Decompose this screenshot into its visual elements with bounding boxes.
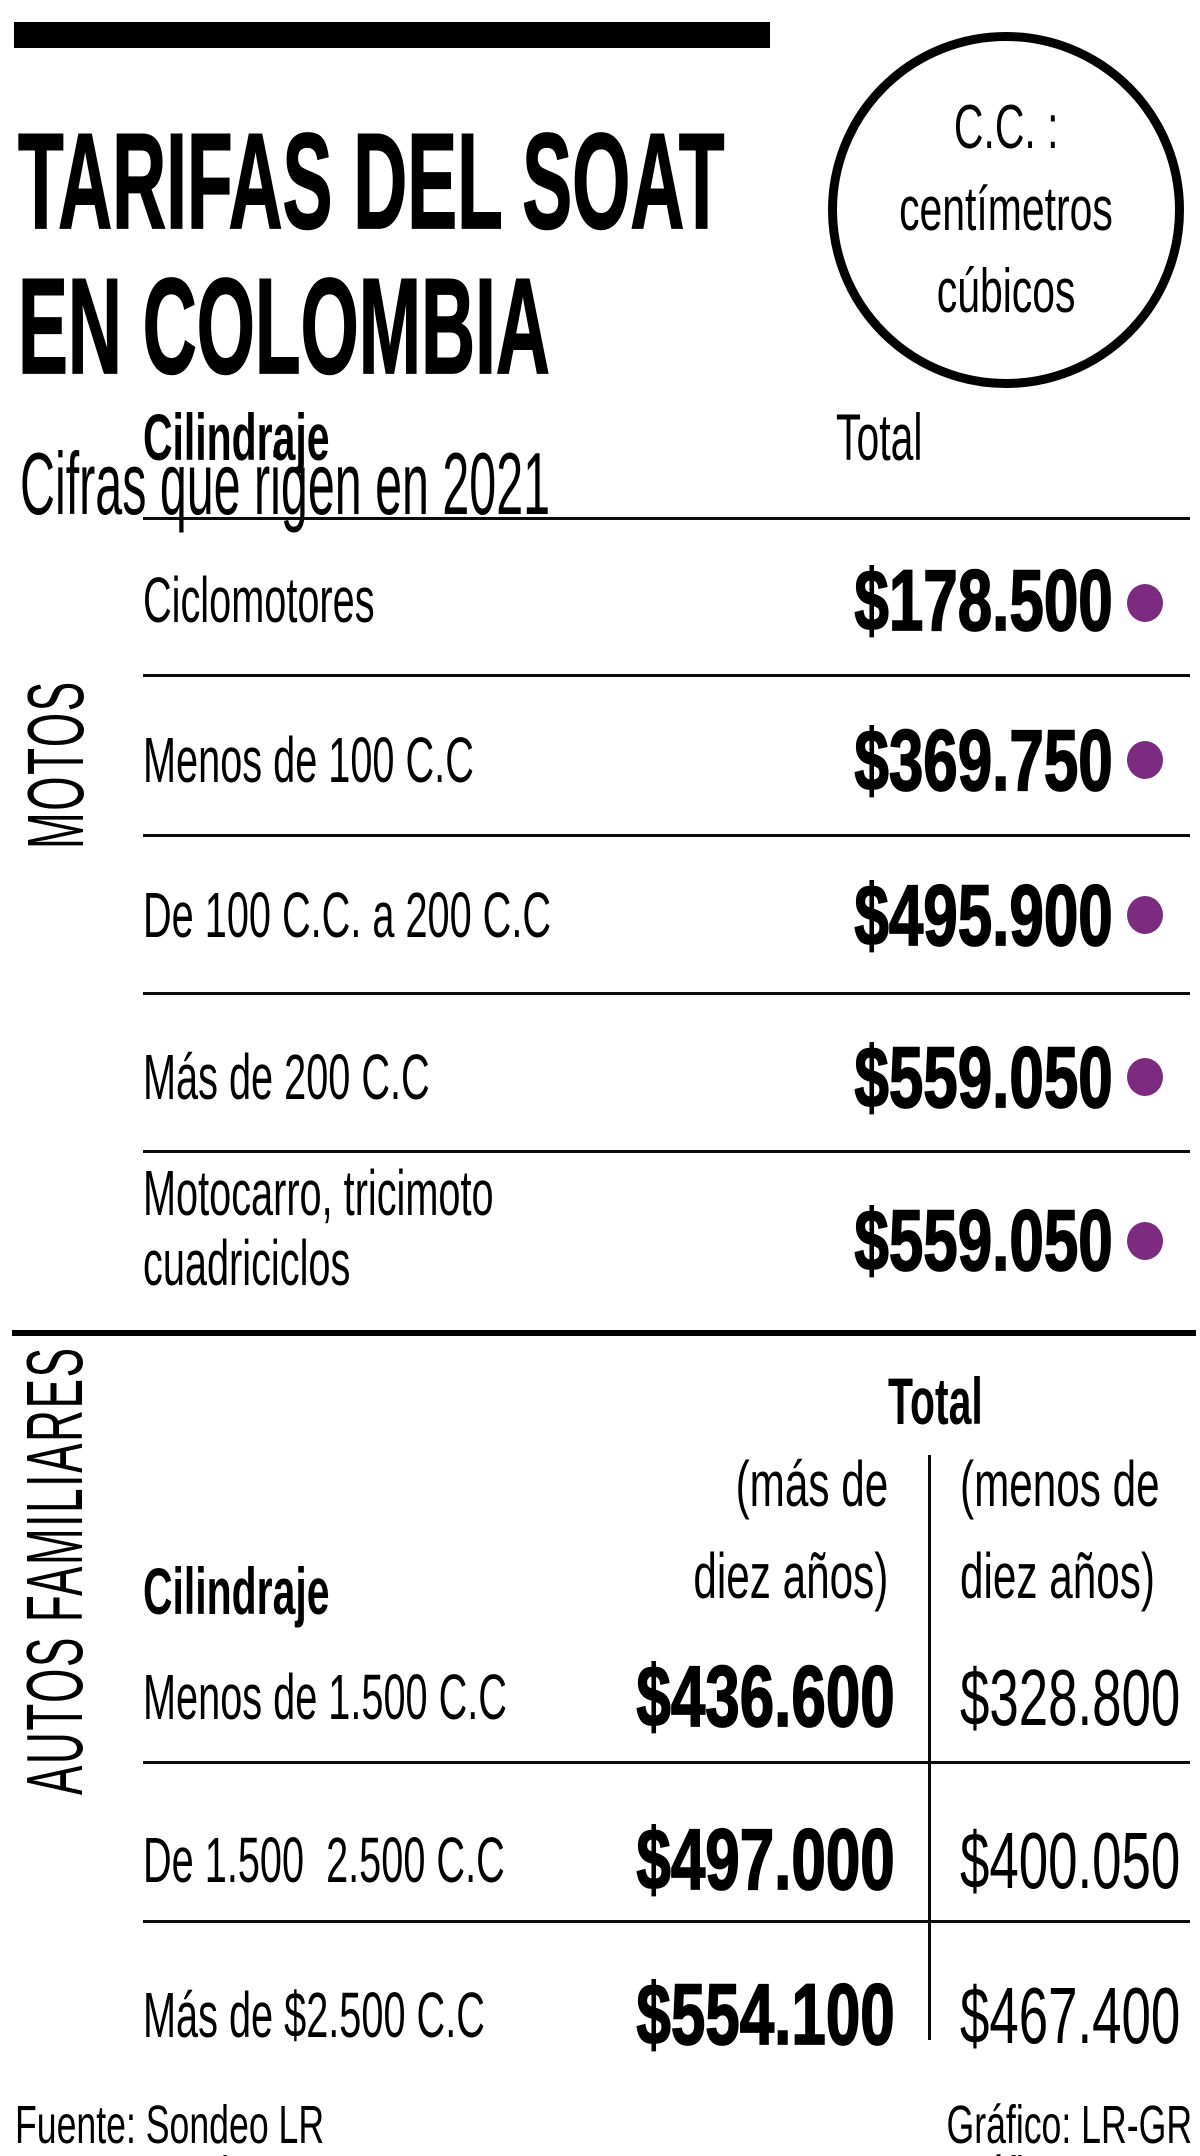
divider bbox=[143, 1920, 1190, 1923]
motos-row-total: $369.750 bbox=[854, 713, 1114, 809]
motos-row-total: $495.900 bbox=[854, 868, 1114, 964]
badge-line3: cúbicos bbox=[936, 257, 1076, 326]
row-marker-dot bbox=[1127, 584, 1163, 622]
divider bbox=[143, 834, 1190, 837]
autos-row-total-mas: $497.000 bbox=[636, 1812, 896, 1908]
autos-col-menos-de-diez: (menos de diez años) bbox=[960, 1448, 1160, 1612]
divider bbox=[143, 1150, 1190, 1153]
source-credit-clipped: Fuente: Sondeo LR bbox=[15, 2149, 483, 2156]
top-accent-bar bbox=[14, 22, 770, 48]
source-credit: Fuente: Sondeo LR bbox=[15, 2095, 325, 2155]
autos-row-total-mas: $554.100 bbox=[636, 1967, 896, 2063]
cc-definition-text: C.C. : centímetros cúbicos bbox=[844, 87, 1168, 333]
graphic-credit-clipped: Gráfico: LR-GR bbox=[820, 2149, 1192, 2156]
cc-definition-badge: C.C. : centímetros cúbicos bbox=[828, 32, 1184, 388]
motos-row-label: Motocarro, tricimoto cuadriciclos bbox=[143, 1157, 494, 1299]
autos-col-cilindraje: Cilindraje bbox=[143, 1554, 330, 1628]
motos-row-label: De 100 C.C. a 200 C.C bbox=[143, 879, 552, 951]
graphic-credit: Gráfico: LR-GR bbox=[946, 2095, 1192, 2155]
divider bbox=[143, 674, 1190, 677]
autos-row-label: Más de $2.500 C.C bbox=[143, 1979, 485, 2051]
divider bbox=[143, 992, 1190, 995]
motos-row-total: $559.050 bbox=[854, 1193, 1114, 1289]
badge-line2: centímetros bbox=[899, 175, 1113, 244]
autos-row-total-menos: $328.800 bbox=[960, 1653, 1181, 1742]
divider bbox=[143, 1761, 1190, 1764]
motos-row-total: $178.500 bbox=[854, 553, 1114, 649]
badge-line1: C.C. : bbox=[953, 93, 1059, 162]
motos-row-label: Ciclomotores bbox=[143, 564, 375, 636]
row-marker-dot bbox=[1127, 1222, 1163, 1260]
divider bbox=[143, 517, 1190, 520]
page-title-line1: TARIFAS DEL SOAT bbox=[18, 105, 725, 257]
column-divider bbox=[928, 1455, 931, 2040]
motos-row-label: Más de 200 C.C bbox=[143, 1041, 430, 1113]
motos-row-total: $559.050 bbox=[854, 1030, 1114, 1126]
autos-row-total-menos: $467.400 bbox=[960, 1971, 1181, 2060]
page-subtitle: Cifras que rigen en 2021 bbox=[20, 434, 551, 533]
motos-col-cilindraje: Cilindraje bbox=[143, 400, 330, 474]
motos-col-total: Total bbox=[836, 400, 923, 474]
autos-col-total: Total bbox=[887, 1364, 983, 1438]
autos-col-mas-de-diez: (más de diez años) bbox=[693, 1448, 888, 1612]
motos-row-label: Menos de 100 C.C bbox=[143, 724, 474, 796]
row-marker-dot bbox=[1127, 1058, 1163, 1096]
page-title-line2: EN COLOMBIA bbox=[18, 250, 551, 402]
row-marker-dot bbox=[1127, 741, 1163, 779]
autos-row-total-menos: $400.050 bbox=[960, 1816, 1181, 1905]
autos-row-label: Menos de 1.500 C.C bbox=[143, 1661, 507, 1733]
row-marker-dot bbox=[1127, 896, 1163, 934]
autos-row-label: De 1.500 2.500 C.C bbox=[143, 1824, 505, 1896]
section-divider bbox=[12, 1330, 1196, 1336]
autos-row-total-mas: $436.600 bbox=[636, 1649, 896, 1745]
